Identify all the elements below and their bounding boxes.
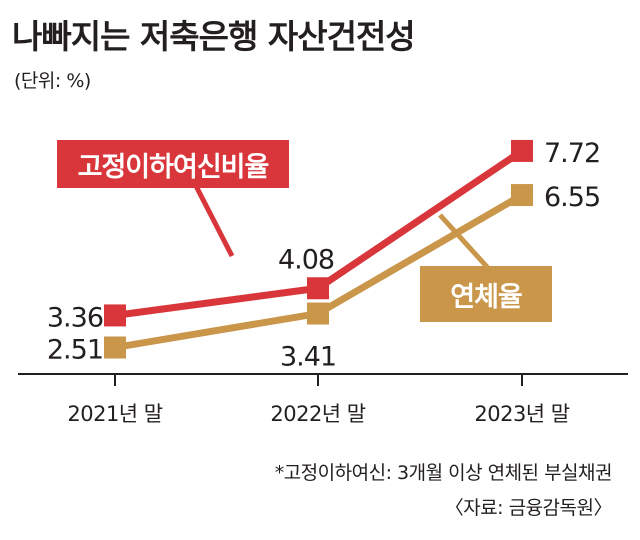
x-tick-label: 2022년 말 [270,402,365,426]
data-label: 3.36 [47,302,103,333]
data-point [104,304,126,327]
x-tick-label: 2023년 말 [474,402,569,426]
unit-label: (단위: %) [14,70,91,92]
data-label: 4.08 [278,244,334,275]
data-point [307,277,329,300]
x-tick-label: 2021년 말 [67,402,162,426]
data-point [307,302,329,325]
legend-label-npl-ratio: 고정이하여신비율 [57,140,289,188]
chart-title: 나빠지는 저축은행 자산건전성 [12,17,416,56]
footnote: *고정이하여신: 3개월 이상 연체된 부실채권 [274,462,613,484]
legend-label-delinquency-rate: 연체율 [420,266,552,322]
legend-pointer-gold [438,213,490,270]
data-point [104,336,126,359]
data-label: 3.41 [280,342,336,373]
data-label: 2.51 [47,335,103,366]
legend-pointer-red [193,184,235,258]
source-note: 〈자료: 금융감독원〉 [444,497,613,519]
data-point [511,184,533,207]
data-point [511,139,533,162]
data-label: 6.55 [544,182,600,213]
data-label: 7.72 [544,138,600,169]
